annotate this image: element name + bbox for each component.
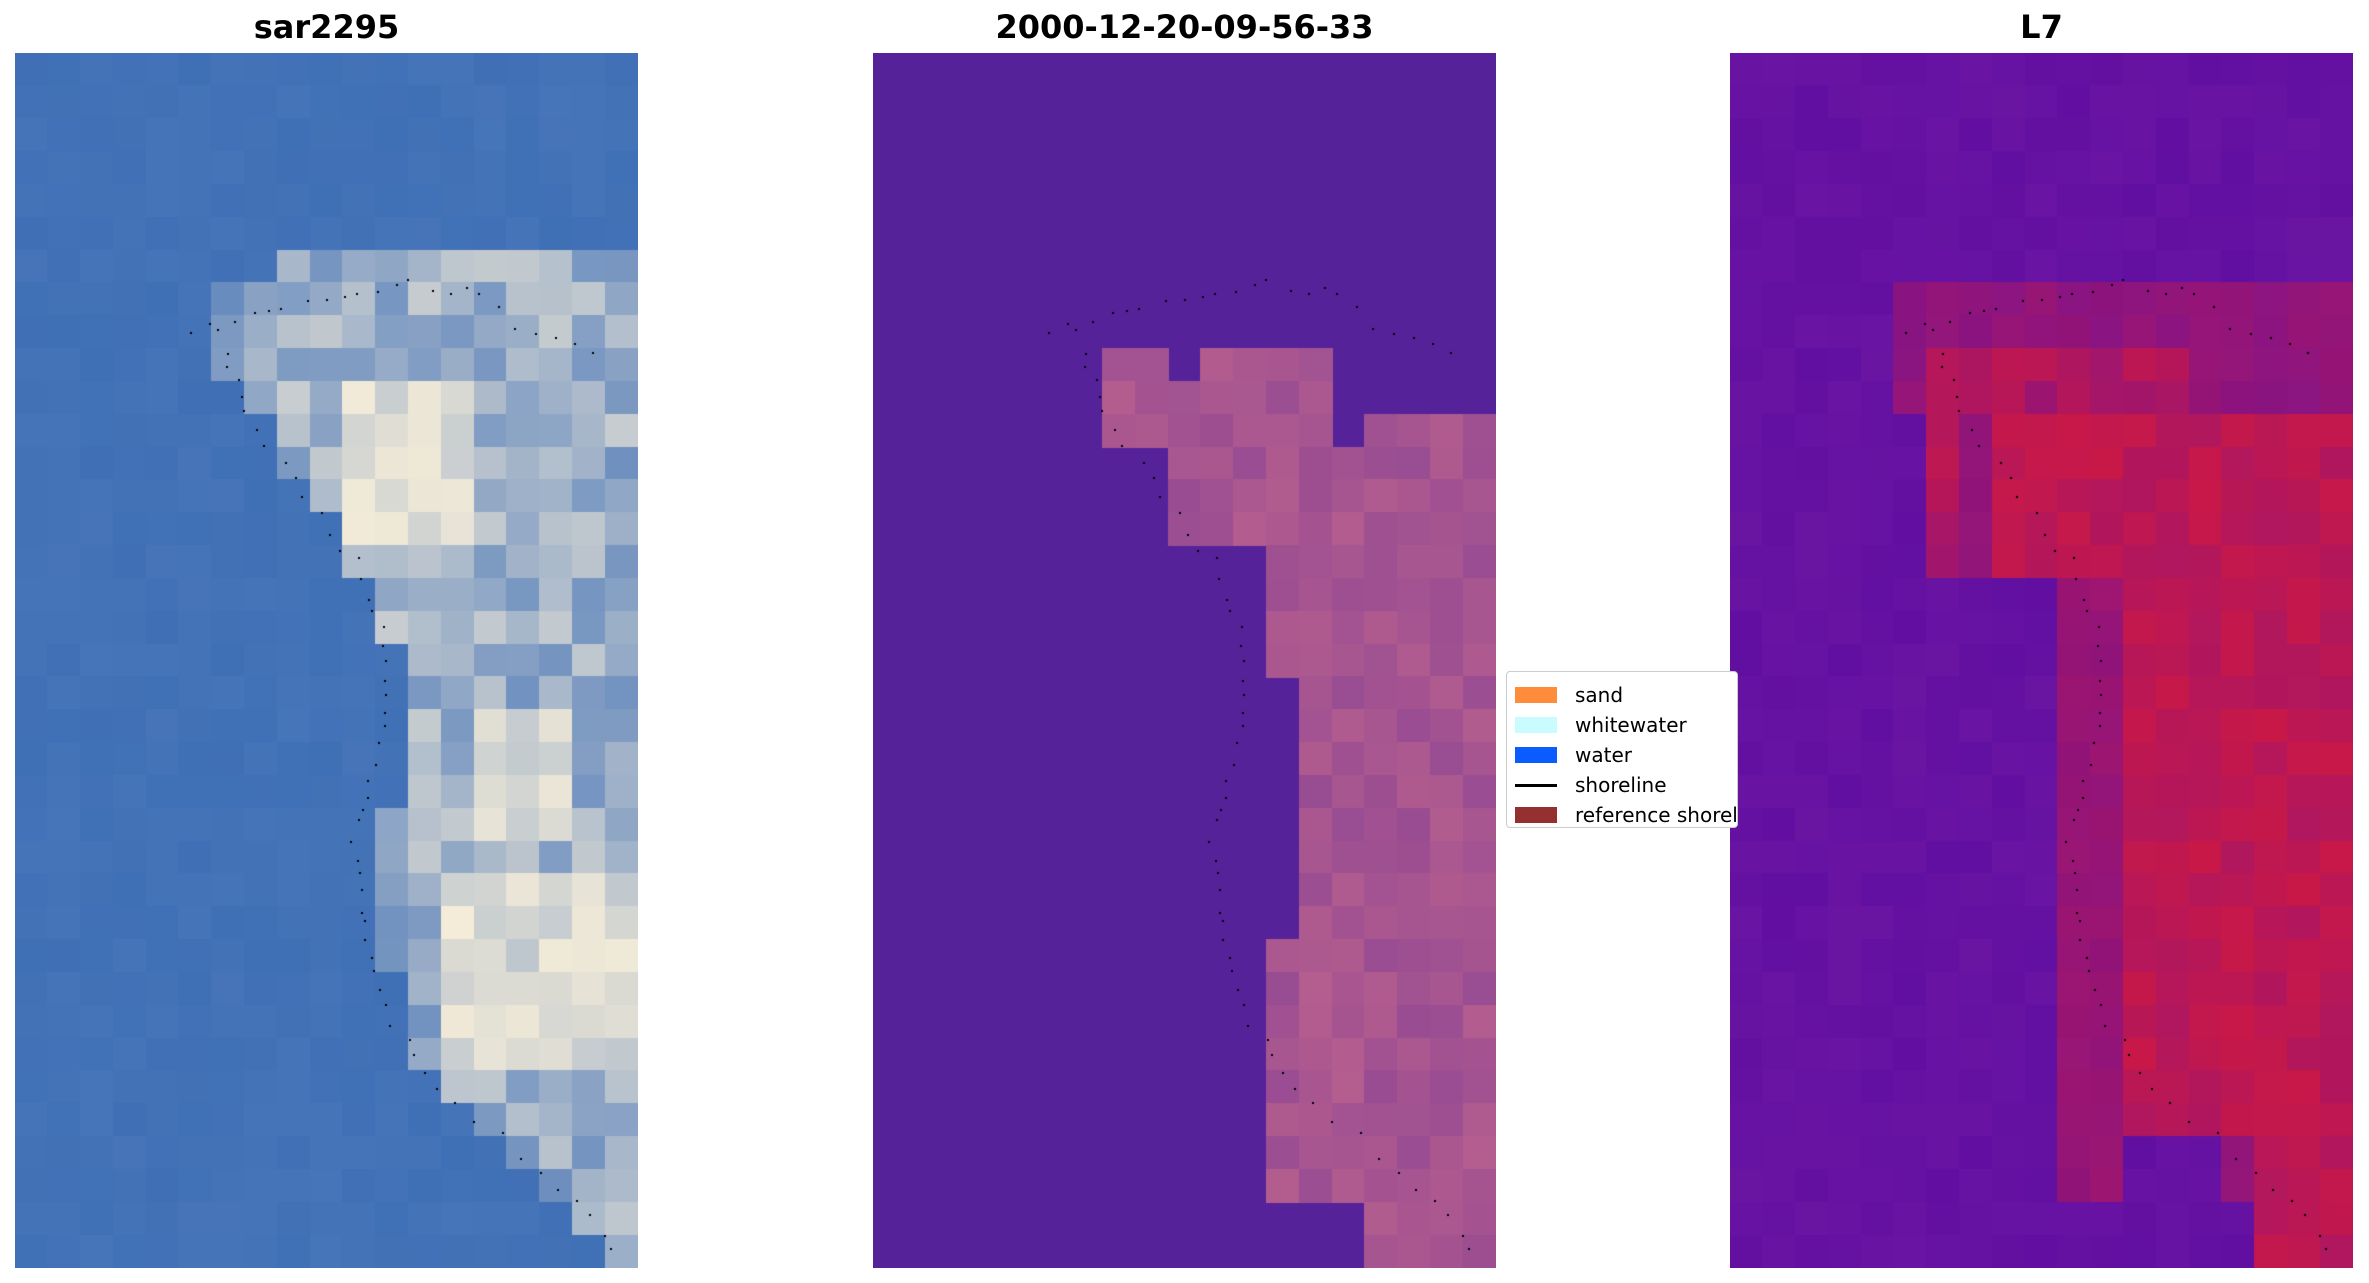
legend-label-sand: sand [1575,683,1624,707]
legend-swatch-water [1515,747,1557,763]
legend-label-reference-shoreline: reference shoreline [1575,803,1738,827]
rgb-image-panel [15,53,638,1268]
legend-item-water: water [1515,740,1632,770]
index-image [1730,53,2353,1268]
legend-label-whitewater: whitewater [1575,713,1687,737]
legend-swatch-sand [1515,687,1557,703]
legend-line-shoreline [1515,783,1557,787]
panel-title-l7: L7 [2020,8,2063,46]
legend-item-whitewater: whitewater [1515,710,1687,740]
legend: sand whitewater water shoreline referenc… [1506,671,1738,828]
classified-image-panel [873,53,1496,1268]
index-image-panel [1730,53,2353,1268]
rgb-image [15,53,638,1268]
legend-label-shoreline: shoreline [1575,773,1667,797]
legend-swatch-reference-shoreline [1515,807,1557,823]
legend-item-reference-shoreline: reference shoreline [1515,800,1738,827]
panel-title-date: 2000-12-20-09-56-33 [995,8,1374,46]
classified-image [873,53,1496,1268]
legend-swatch-whitewater [1515,717,1557,733]
legend-label-water: water [1575,743,1632,767]
legend-item-sand: sand [1515,680,1623,710]
legend-item-shoreline: shoreline [1515,770,1667,800]
panel-title-sar2295: sar2295 [253,8,400,46]
